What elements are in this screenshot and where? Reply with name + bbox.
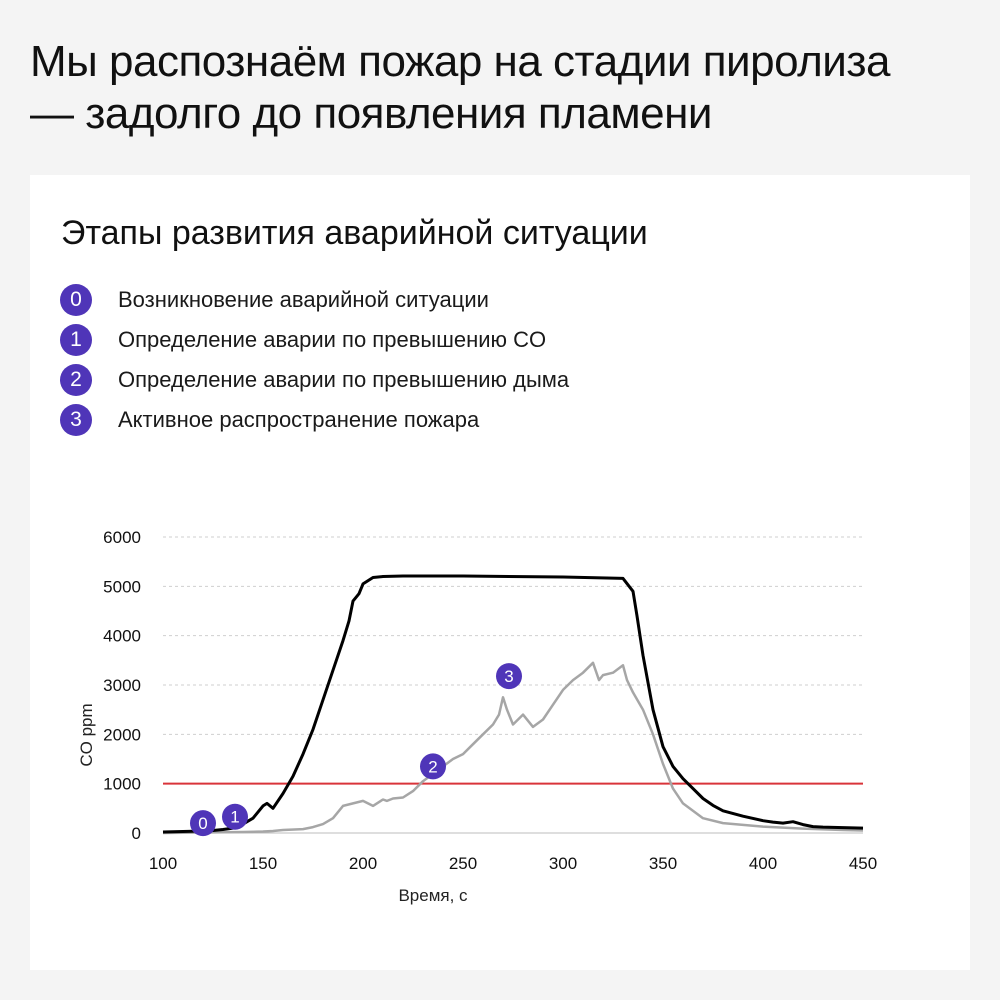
- stage-marker-circle-3: [496, 663, 522, 690]
- x-tick-label-150: 150: [249, 854, 277, 873]
- x-tick-label-400: 400: [749, 854, 777, 873]
- stage-marker-2: 2: [420, 753, 446, 780]
- legend-item-1: 1 Определение аварии по превышению CO: [60, 320, 569, 360]
- legend-text-2: Определение аварии по превышению дыма: [118, 367, 570, 392]
- stage-marker-label-2: 2: [428, 757, 437, 776]
- x-tick-label-250: 250: [449, 854, 477, 873]
- y-tick-label-4000: 4000: [103, 627, 141, 646]
- legend-item-3: 3 Активное распространение пожара: [60, 400, 569, 440]
- card-title: Этапы развития аварийной ситуации: [61, 214, 648, 252]
- marker-layer: 0 1 2 3: [190, 663, 522, 837]
- stage-marker-label-0: 0: [198, 814, 207, 833]
- x-tick-label-100: 100: [149, 854, 177, 873]
- stage-marker-3: 3: [496, 663, 522, 690]
- stage-marker-circle-1: [222, 803, 248, 830]
- x-tick-label-200: 200: [349, 854, 377, 873]
- legend-text-3: Активное распространение пожара: [118, 407, 480, 432]
- stage-badge-3: 3: [60, 404, 92, 436]
- y-tick-label-3000: 3000: [103, 676, 141, 695]
- y-tick-label-0: 0: [132, 824, 141, 843]
- headline: Мы распознаём пожар на стадии пиролиза —…: [30, 36, 970, 140]
- stage-badge-1: 1: [60, 324, 92, 356]
- y-tick-label-2000: 2000: [103, 725, 141, 744]
- stage-marker-circle-0: [190, 810, 216, 837]
- stage-marker-label-3: 3: [504, 667, 513, 686]
- stage-badge-2: 2: [60, 364, 92, 396]
- stage-legend: 0 Возникновение аварийной ситуации 1 Опр…: [60, 280, 569, 440]
- x-tick-label-350: 350: [649, 854, 677, 873]
- stage-marker-0: 0: [190, 810, 216, 837]
- stage-marker-circle-2: [420, 753, 446, 780]
- series-line-co: [162, 574, 864, 834]
- series-line-smoke: [162, 661, 864, 835]
- y-tick-label-5000: 5000: [103, 577, 141, 596]
- y-tick-label-6000: 6000: [103, 528, 141, 547]
- series-layer: [162, 574, 864, 835]
- chart-card: Этапы развития аварийной ситуации 0 Возн…: [30, 175, 970, 970]
- x-tick-label-300: 300: [549, 854, 577, 873]
- headline-line-1: Мы распознаём пожар на стадии пиролиза: [30, 37, 891, 86]
- y-tick-label-1000: 1000: [103, 775, 141, 794]
- legend-text-0: Возникновение аварийной ситуации: [118, 287, 489, 312]
- legend-item-0: 0 Возникновение аварийной ситуации: [60, 280, 569, 320]
- stage-marker-1: 1: [222, 803, 248, 830]
- headline-line-2: — задолго до появления пламени: [30, 89, 713, 138]
- x-tick-label-450: 450: [849, 854, 877, 873]
- legend-text-1: Определение аварии по превышению CO: [118, 327, 547, 352]
- y-axis-label: CO ppm: [77, 703, 96, 766]
- stage-marker-label-1: 1: [230, 808, 239, 827]
- x-axis-label: Время, с: [398, 886, 468, 905]
- stage-badge-0: 0: [60, 284, 92, 316]
- legend-item-2: 2 Определение аварии по превышению дыма: [60, 360, 569, 400]
